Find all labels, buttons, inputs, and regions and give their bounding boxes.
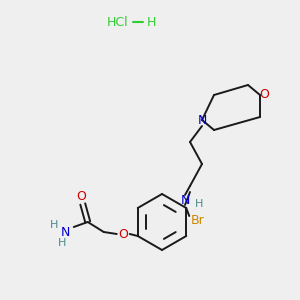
Text: O: O <box>259 88 269 101</box>
Text: N: N <box>61 226 70 238</box>
Text: O: O <box>118 227 128 241</box>
Text: N: N <box>180 194 190 206</box>
Text: HCl: HCl <box>107 16 129 28</box>
Text: H: H <box>146 16 156 28</box>
Text: Br: Br <box>190 214 204 226</box>
Text: O: O <box>76 190 86 203</box>
Text: H: H <box>50 220 58 230</box>
Text: H: H <box>58 238 66 248</box>
Text: H: H <box>195 199 203 209</box>
Text: N: N <box>197 113 207 127</box>
